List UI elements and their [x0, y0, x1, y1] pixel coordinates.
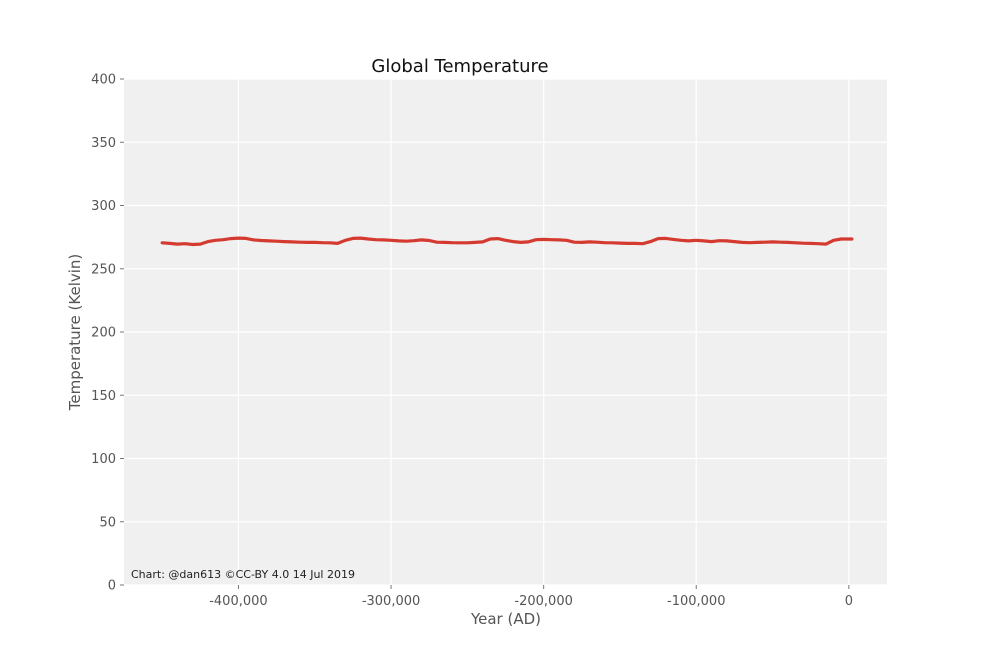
x-tick-label: 0 [845, 594, 853, 609]
y-tick-label: 200 [91, 326, 116, 341]
x-axis: -400,000 -300,000 -200,000 -100,000 0 [209, 585, 853, 609]
x-tick-label: -400,000 [209, 594, 267, 609]
x-axis-title: Year (AD) [470, 610, 541, 628]
x-tick-label: -300,000 [362, 594, 420, 609]
y-tick-label: 350 [91, 136, 116, 151]
y-tick-label: 250 [91, 262, 116, 277]
chart-title: Global Temperature [371, 56, 548, 77]
y-axis: 0 50 100 150 200 250 300 350 400 [91, 73, 124, 594]
y-tick-label: 0 [108, 579, 116, 594]
grid [124, 78, 887, 586]
y-tick-label: 100 [91, 452, 116, 467]
y-tick-label: 300 [91, 199, 116, 214]
series-line [160, 236, 854, 247]
credit-annotation: Chart: @dan613 ©CC-BY 4.0 14 Jul 2019 [131, 568, 355, 581]
y-tick-label: 150 [91, 389, 116, 404]
x-tick-label: -100,000 [667, 594, 725, 609]
x-tick-label: -200,000 [514, 594, 572, 609]
y-tick-label: 400 [91, 73, 116, 88]
y-axis-title: Temperature (Kelvin) [66, 254, 84, 412]
y-tick-label: 50 [99, 515, 116, 530]
